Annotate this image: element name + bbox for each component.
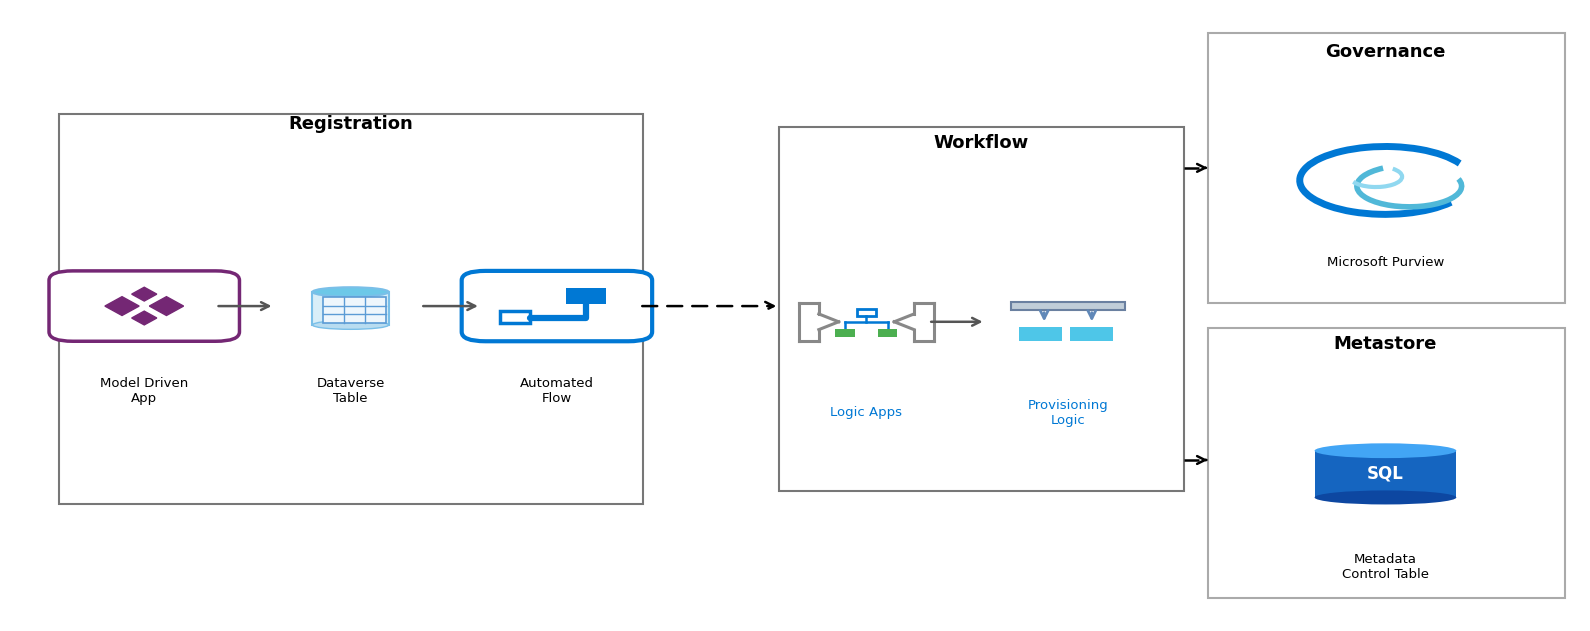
Ellipse shape xyxy=(313,287,388,297)
FancyBboxPatch shape xyxy=(1208,33,1565,303)
Text: Automated
Flow: Automated Flow xyxy=(520,377,595,405)
FancyBboxPatch shape xyxy=(1315,451,1456,497)
Text: Microsoft Purview: Microsoft Purview xyxy=(1326,256,1444,269)
FancyBboxPatch shape xyxy=(857,309,876,316)
FancyBboxPatch shape xyxy=(878,329,897,336)
Polygon shape xyxy=(132,311,157,325)
Text: Metadata
Control Table: Metadata Control Table xyxy=(1342,553,1429,581)
FancyBboxPatch shape xyxy=(1070,327,1113,341)
FancyBboxPatch shape xyxy=(59,114,642,504)
Text: Logic Apps: Logic Apps xyxy=(830,406,903,420)
FancyBboxPatch shape xyxy=(835,329,854,336)
Text: Workflow: Workflow xyxy=(933,134,1029,151)
Ellipse shape xyxy=(313,321,388,329)
FancyBboxPatch shape xyxy=(499,312,529,323)
Text: Dataverse
Table: Dataverse Table xyxy=(316,377,385,405)
FancyBboxPatch shape xyxy=(49,271,240,341)
Text: Governance: Governance xyxy=(1324,43,1445,61)
Polygon shape xyxy=(132,287,157,301)
Ellipse shape xyxy=(1315,444,1456,458)
Text: Metastore: Metastore xyxy=(1334,335,1437,353)
FancyBboxPatch shape xyxy=(1011,302,1126,310)
Text: SQL: SQL xyxy=(1367,464,1404,482)
Text: Model Driven
App: Model Driven App xyxy=(100,377,188,405)
FancyBboxPatch shape xyxy=(779,127,1185,492)
FancyBboxPatch shape xyxy=(313,292,388,325)
Polygon shape xyxy=(149,297,183,316)
Polygon shape xyxy=(105,297,140,316)
FancyBboxPatch shape xyxy=(1208,328,1565,598)
FancyBboxPatch shape xyxy=(461,271,652,341)
FancyBboxPatch shape xyxy=(323,297,386,323)
Text: Registration: Registration xyxy=(288,115,413,133)
FancyBboxPatch shape xyxy=(1019,327,1062,341)
Text: Provisioning
Logic: Provisioning Logic xyxy=(1027,399,1108,427)
FancyBboxPatch shape xyxy=(566,288,606,304)
Ellipse shape xyxy=(1315,490,1456,504)
